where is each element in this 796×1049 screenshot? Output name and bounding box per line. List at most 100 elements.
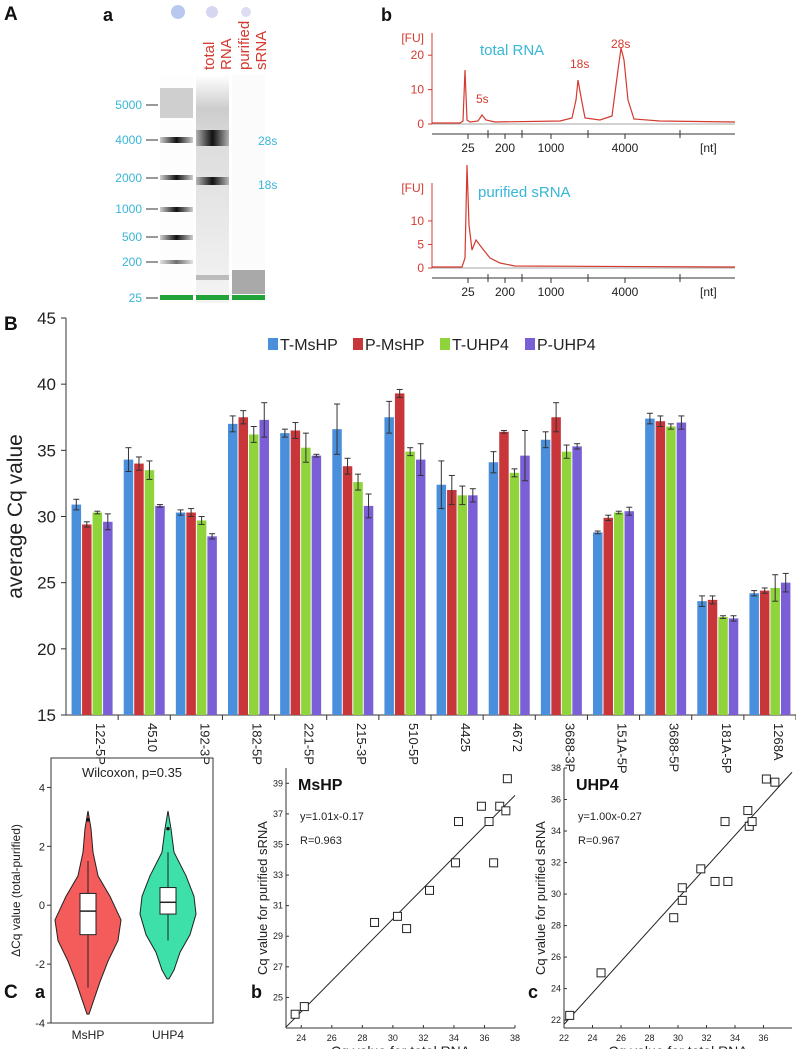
x-tick-label: 215-3P bbox=[354, 723, 369, 765]
x-tick-label: 510-5P bbox=[406, 723, 421, 765]
bar bbox=[624, 511, 634, 715]
epg-trace bbox=[432, 164, 736, 268]
box bbox=[79, 892, 97, 936]
bar bbox=[488, 462, 499, 715]
bar bbox=[353, 482, 363, 715]
epg-ylabel: [FU] bbox=[401, 181, 424, 195]
bar bbox=[645, 418, 655, 715]
y-tick-label: 28 bbox=[551, 921, 561, 931]
ladder-label: 5000 bbox=[115, 98, 142, 112]
panel-label-A-a: a bbox=[103, 5, 114, 25]
legend-label: T-UHP4 bbox=[452, 337, 509, 354]
x-tick-label: 32 bbox=[418, 1033, 428, 1043]
fit-equation: y=1.01x-0.17 bbox=[300, 811, 364, 823]
box bbox=[159, 887, 177, 915]
y-tick-label: 40 bbox=[37, 375, 56, 394]
chart-title: MsHP bbox=[298, 777, 343, 794]
scatter-point bbox=[677, 895, 687, 905]
legend-label: P-UHP4 bbox=[537, 337, 596, 354]
lane-label-line: purified bbox=[236, 21, 253, 70]
scatter-chart-uhp4: 22 24 26 28 30 32 34 36 38 22 24 26 28 30 32 34 36 Cq val… bbox=[533, 763, 793, 1049]
bar bbox=[676, 422, 687, 715]
scatter-point bbox=[565, 1010, 575, 1020]
bar bbox=[342, 466, 353, 715]
y-tick-label: 29 bbox=[273, 931, 283, 941]
x-tick-label: 3688-5P bbox=[667, 723, 682, 772]
bar bbox=[509, 472, 520, 715]
x-tick-label: 151A-5P bbox=[615, 723, 630, 774]
bar bbox=[394, 393, 405, 715]
scatter-point bbox=[747, 817, 757, 827]
x-axis-label: Cq value for total RNA bbox=[608, 1043, 748, 1049]
bar bbox=[134, 463, 144, 715]
gel-marker-band bbox=[160, 295, 193, 300]
gel-purified-lane bbox=[232, 75, 265, 303]
y-tick-label: 2 bbox=[39, 841, 45, 853]
x-tick-label: 36 bbox=[758, 1033, 768, 1043]
bar-chart: 15 20 25 30 35 40 45 average Cq value 122-5P 4510… bbox=[4, 309, 796, 774]
correlation-label: R=0.967 bbox=[578, 835, 620, 847]
epg-ytick-label: 0 bbox=[417, 117, 424, 131]
scatter-point bbox=[710, 876, 720, 886]
y-tick-label: 35 bbox=[37, 441, 56, 460]
x-tick-label: 32 bbox=[701, 1033, 711, 1043]
bar bbox=[384, 417, 394, 715]
bar bbox=[249, 434, 259, 715]
bar bbox=[614, 512, 624, 715]
panel-label-B: B bbox=[4, 314, 18, 335]
ladder-label: 500 bbox=[122, 230, 142, 244]
x-tick-label: 28 bbox=[644, 1033, 654, 1043]
y-tick-label: 24 bbox=[551, 984, 561, 994]
bar bbox=[540, 439, 551, 715]
y-tick-label: 35 bbox=[273, 839, 283, 849]
panel-label-A: A bbox=[4, 4, 18, 25]
y-axis-label: average Cq value bbox=[4, 434, 27, 599]
bar bbox=[92, 512, 103, 715]
epg-ytick-label: 0 bbox=[417, 261, 424, 275]
x-tick-label: 36 bbox=[479, 1033, 489, 1043]
x-tick-label: 26 bbox=[616, 1033, 626, 1043]
y-tick-label: 36 bbox=[551, 795, 561, 805]
gel-ladder-band bbox=[160, 88, 193, 118]
epg-xtick-label: 4000 bbox=[612, 285, 639, 299]
bar bbox=[405, 451, 415, 715]
scatter-point bbox=[501, 806, 511, 816]
scatter-point bbox=[743, 806, 753, 816]
bar bbox=[71, 504, 82, 715]
bar bbox=[728, 618, 739, 715]
scatter-point bbox=[476, 801, 486, 811]
violin-chart: 4 2 0 -2 -4 ΔCq value (total-purified) Wilcoxo… bbox=[9, 757, 214, 1042]
scatter-point bbox=[402, 924, 412, 934]
legend-label: P-MsHP bbox=[365, 337, 425, 354]
scatter-point bbox=[677, 883, 687, 893]
bar bbox=[593, 532, 603, 715]
bar bbox=[175, 512, 186, 715]
bar bbox=[144, 470, 155, 715]
panel-label-C: C bbox=[4, 982, 18, 1003]
x-tick-label: 192-3P bbox=[197, 723, 212, 765]
bar bbox=[749, 593, 759, 715]
scatter-point bbox=[495, 801, 505, 811]
bar bbox=[332, 429, 342, 715]
ladder-label: 4000 bbox=[115, 133, 142, 147]
x-tick-label: 181A-5P bbox=[719, 723, 734, 774]
bar bbox=[655, 421, 666, 715]
y-tick-label: 26 bbox=[551, 952, 561, 962]
x-tick-label: 221-5P bbox=[302, 723, 317, 765]
scatter-point bbox=[723, 876, 733, 886]
y-axis-label: Cq value for purified sRNA bbox=[533, 821, 548, 975]
bar bbox=[468, 495, 478, 715]
x-tick-label: 4672 bbox=[510, 723, 525, 752]
electropherograms: [FU] 20 10 0 25 200 1000 4000 [nt] total RNA 5s 18s… bbox=[401, 31, 736, 299]
y-tick-label: 25 bbox=[37, 574, 56, 593]
gel-28s-band bbox=[196, 130, 229, 146]
bar bbox=[196, 520, 207, 715]
bar bbox=[207, 536, 217, 715]
epg-ytick-label: 5 bbox=[417, 237, 424, 251]
x-tick-label: 30 bbox=[388, 1033, 398, 1043]
bar bbox=[82, 524, 92, 715]
epg-title: total RNA bbox=[480, 42, 544, 59]
y-tick-label: -4 bbox=[35, 1018, 45, 1030]
bar bbox=[572, 446, 582, 715]
y-tick-label: 45 bbox=[37, 309, 56, 328]
